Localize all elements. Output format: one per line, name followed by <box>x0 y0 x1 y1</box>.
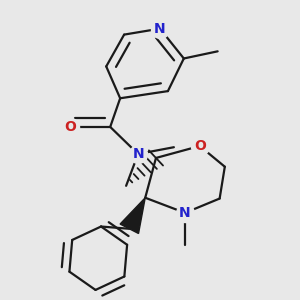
Text: O: O <box>64 120 76 134</box>
Text: O: O <box>194 139 206 153</box>
Text: N: N <box>154 22 166 36</box>
Text: N: N <box>179 206 191 220</box>
Polygon shape <box>120 198 145 233</box>
Text: N: N <box>132 147 144 161</box>
